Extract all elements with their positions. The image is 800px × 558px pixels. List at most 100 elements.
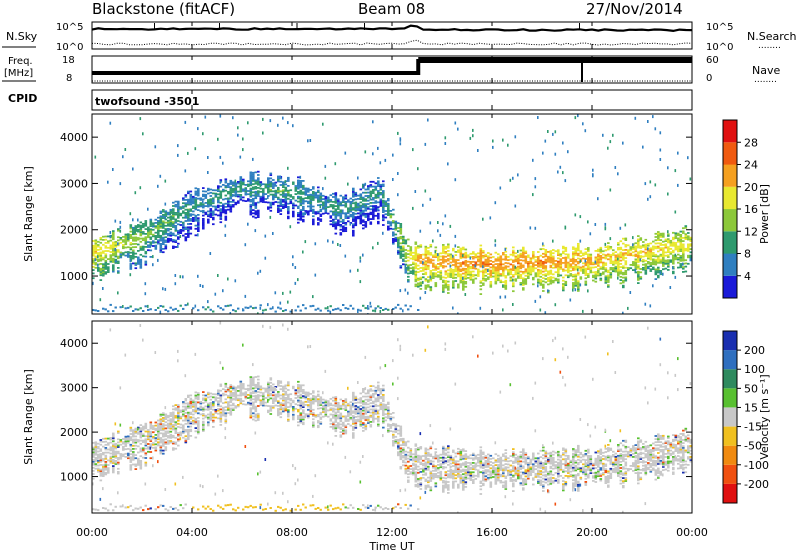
power-cell [187,217,190,219]
velocity-cell [175,423,178,425]
velocity-cell [172,405,175,407]
power-cell [637,256,640,258]
power-cell [527,264,530,266]
power-cell [262,310,264,312]
power-cell [237,181,240,183]
power-cell [415,284,418,286]
velocity-cell [195,418,198,420]
power-cell [102,239,105,241]
power-cell [202,226,205,228]
power-cell [340,201,343,203]
power-cell [402,309,404,312]
power-cell [512,282,515,284]
velocity-cell [157,423,160,425]
power-cell [652,284,654,287]
power-cell [222,189,225,191]
power-cell [472,264,475,266]
power-cell [102,265,105,267]
power-cell [382,208,385,210]
power-cell [140,260,143,262]
power-cell [465,276,468,278]
power-cell [100,298,102,301]
power-cell [362,305,364,307]
power-cell [520,276,523,278]
power-cell [607,270,610,272]
power-cell [602,250,605,252]
nave-tick-top: 60 [706,55,719,66]
power-cell [292,196,295,198]
power-cell [292,216,295,218]
power-cell [362,221,365,223]
power-cell [435,266,438,268]
velocity-cell [152,436,155,438]
power-cell [255,196,258,198]
power-cell [510,268,513,270]
power-cell [137,258,140,260]
power-cell [117,261,120,263]
power-cell [495,252,498,254]
power-cell [180,221,183,223]
velocity-cell [122,454,125,456]
power-cell [547,271,550,273]
power-cell [647,247,649,250]
power-cell [365,208,368,210]
velocity-cell [155,440,158,442]
power-cell [310,207,313,209]
power-cell [442,291,445,293]
power-cell [597,273,600,275]
power-cell [412,257,415,259]
power-cell [100,257,103,259]
power-cell [195,234,198,236]
power-cell [417,309,419,311]
power-cell [362,206,365,208]
power-cell [270,207,273,209]
velocity-cell [250,396,253,398]
power-cell [430,246,433,248]
power-cell [225,180,228,182]
velocity-cell [202,415,205,417]
velocity-cell [185,398,188,400]
power-cell [130,237,133,239]
velocity-cell [127,448,130,450]
power-cell [202,200,204,203]
power-cell [470,266,473,268]
power-cell [150,219,153,221]
power-cell [577,266,580,268]
power-cell [137,229,140,231]
power-cell [275,311,277,313]
power-cell [177,245,179,248]
power-cell [110,251,113,253]
velocity-cell [230,405,233,407]
power-cell [637,273,640,275]
power-cell [515,270,518,272]
power-cell [567,268,570,270]
velocity-cell [205,409,208,411]
velocity-cell [230,414,233,416]
velocity-cell [140,424,143,426]
power-cell [525,278,528,280]
power-cell [440,278,443,280]
power-cell [622,249,625,251]
velocity-cell [210,508,212,510]
power-cell [142,249,145,251]
power-cell [480,261,483,263]
power-cell [592,263,595,265]
power-cell [555,250,558,252]
velocity-cell [187,404,190,406]
power-cell [672,256,675,258]
power-cell [390,217,393,219]
velocity-cell [250,412,253,414]
power-cell [95,267,98,269]
power-cell [505,262,508,264]
power-cell [202,187,205,189]
power-cell [645,268,648,270]
power-cell [492,261,495,263]
power-cell [467,256,470,258]
power-cell [337,211,340,213]
power-cell [532,279,535,281]
power-cell [615,166,617,169]
power-cell [175,227,178,229]
velocity-cell [222,407,225,409]
power-cell [312,295,314,298]
power-cell [422,273,425,275]
